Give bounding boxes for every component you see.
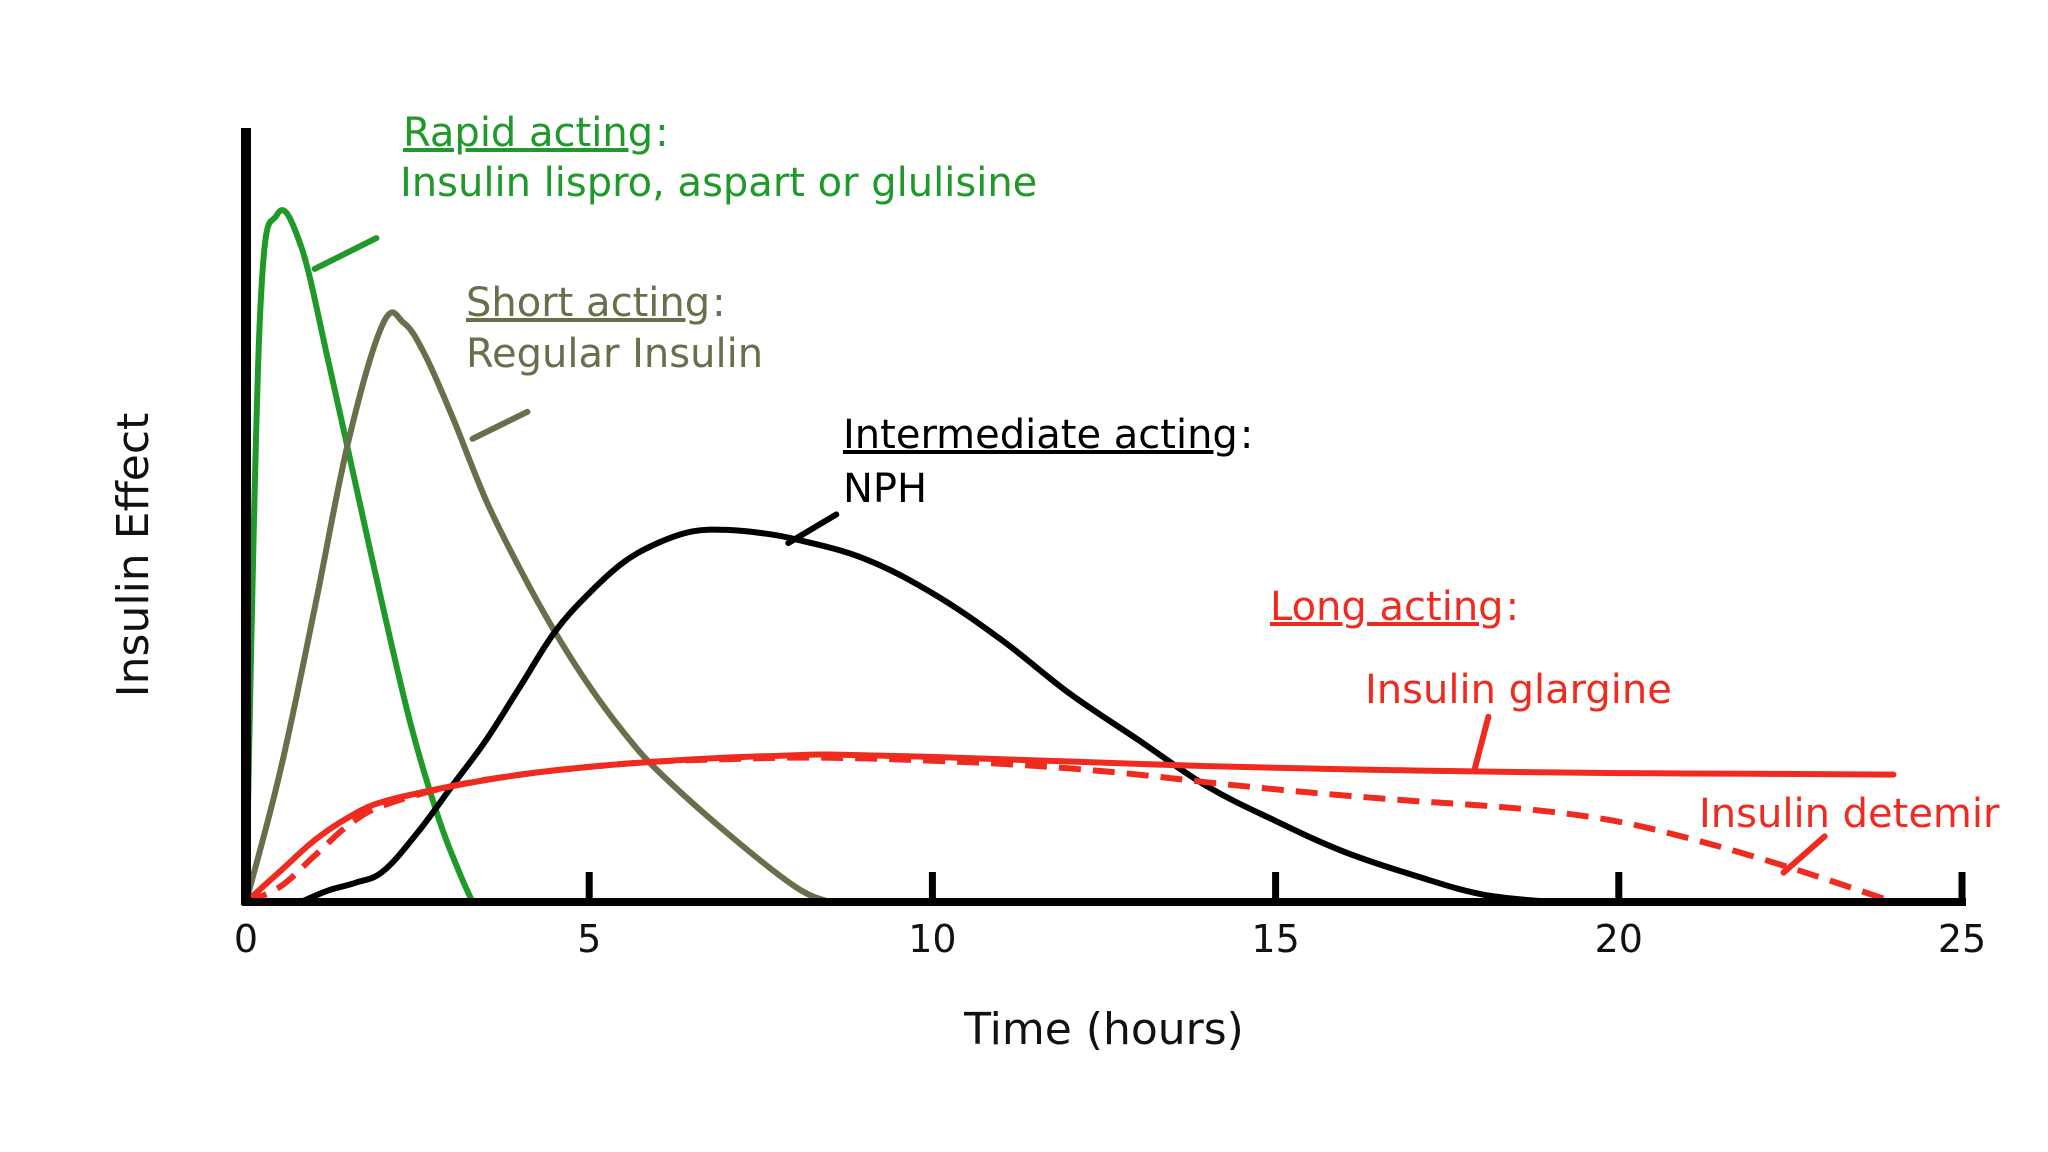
series-layer [243,207,1897,905]
pointer-detemir [1780,833,1828,876]
pointer-short [469,408,531,442]
x-tick-label-20: 20 [1595,917,1643,961]
intermediate-acting-drugs: NPH [843,466,927,512]
detemir-label: Insulin detemir [1699,791,2000,837]
x-tick-label-0: 0 [234,917,258,961]
glargine-label: Insulin glargine [1365,667,1672,713]
long-acting-heading: Long acting [1270,584,1504,630]
y-axis-title: Insulin Effect [108,413,159,698]
short-acting-drugs: Regular Insulin [466,331,763,377]
rapid-acting-drugs: Insulin lispro, aspart or glulisine [400,160,1037,206]
series-line-intermediate [297,526,1554,905]
rapid-acting-colon: : [655,110,668,156]
x-tick-label-15: 15 [1251,917,1299,961]
x-tick-label-10: 10 [908,917,956,961]
x-tick-label-5: 5 [577,917,601,961]
x-axis-title: Time (hours) [963,1004,1244,1055]
short-acting-colon: : [712,280,725,326]
short-acting-heading: Short acting [466,280,710,326]
pointer-glargine [1471,713,1492,773]
series-line-detemir [244,754,1895,905]
pointer-layer [311,235,1828,876]
series-line-glargine [243,751,1897,905]
pointer-intermediate [785,511,840,547]
long-acting-colon: : [1506,584,1519,630]
intermediate-acting-heading: Intermediate acting [843,412,1238,458]
series-line-short [243,309,833,905]
intermediate-acting-colon: : [1240,412,1253,458]
pointer-rapid [311,235,380,272]
x-axis-ticks: 0 5 10 15 20 25 [234,872,1986,961]
rapid-acting-heading: Rapid acting [403,110,653,156]
series-line-rapid [243,207,476,905]
x-tick-label-25: 25 [1938,917,1986,961]
